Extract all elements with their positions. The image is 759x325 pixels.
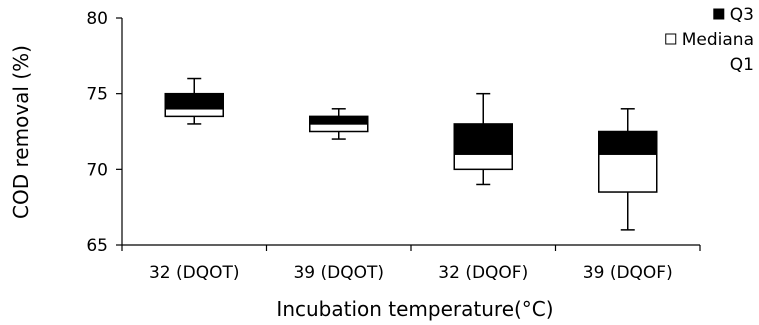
legend: Q3 Mediana Q1 [665,5,754,75]
legend-label: Q1 [730,55,754,75]
legend-label: Q3 [730,5,754,25]
y-tick-label: 80 [86,9,108,29]
box-1 [164,77,224,125]
x-tick-label: 39 (DQOF) [583,263,673,283]
legend-label: Mediana [682,30,754,50]
y-axis-label: COD removal (%) [9,45,33,219]
boxes [164,77,658,231]
y-tick-label: 70 [86,160,108,180]
upper-box-median-to-q3 [309,115,369,125]
legend-swatch-filled [713,8,725,20]
lower-box-q1-to-median [309,123,369,133]
lower-box-q1-to-median [598,153,658,193]
box-4 [598,108,658,231]
box-2 [309,108,369,140]
y-tick-label: 75 [86,85,108,105]
upper-box-median-to-q3 [598,130,658,155]
lower-box-q1-to-median [453,153,513,171]
x-tick-label: 32 (DQOF) [438,263,528,283]
upper-box-median-to-q3 [164,92,224,110]
x-tick-label: 39 (DQOT) [293,263,384,283]
legend-swatch-outline [665,33,677,45]
y-tick-label: 65 [86,236,108,256]
upper-box-median-to-q3 [453,123,513,155]
box-3 [453,92,513,186]
x-axis-label: Incubation temperature(°C) [276,297,553,321]
x-tick-label: 32 (DQOT) [149,263,240,283]
lower-box-q1-to-median [164,108,224,118]
axes: 65 70 75 80 32 (DQOT) 39 (DQOT) 32 (DQOF) 39 (D… [86,9,701,283]
